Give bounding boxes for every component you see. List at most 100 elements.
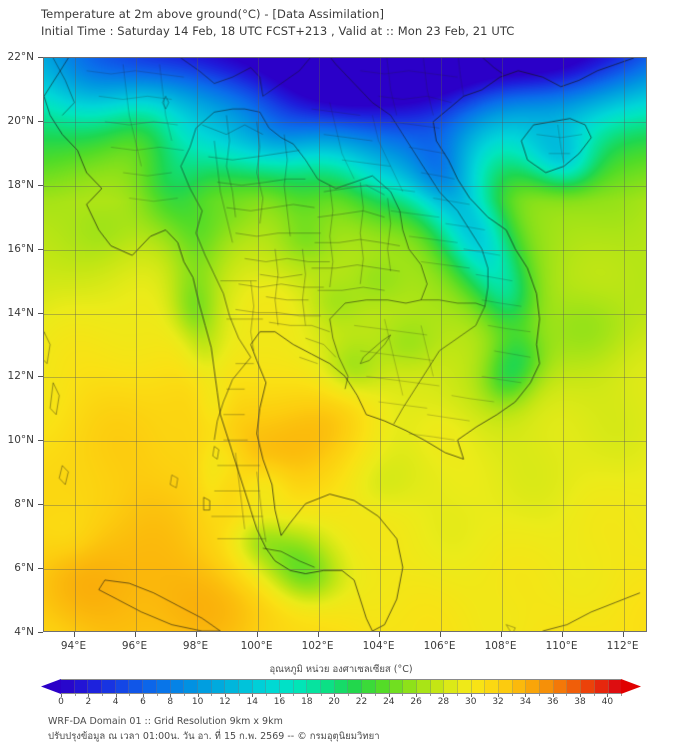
colorbar-cell	[225, 680, 239, 693]
chart-title-line-2: Initial Time : Saturday 14 Feb, 18 UTC F…	[41, 24, 515, 38]
y-axis-tick	[38, 632, 43, 633]
y-axis-label: 10°N	[7, 434, 34, 447]
map-plot-wrapper: 94°E 96°E 98°E 100°E 102°E 104°E 106°E 108°E 110…	[8, 51, 647, 652]
colorbar-gradient-strip[interactable]	[61, 679, 622, 694]
colorbar-minor-tick	[347, 694, 349, 696]
chart-title-line-1: Temperature at 2m above ground(°C) - [Da…	[41, 7, 385, 21]
colorbar-cell	[389, 680, 404, 693]
colorbar-cell	[74, 680, 89, 693]
colorbar-tick	[443, 694, 445, 697]
colorbar-cell	[553, 680, 568, 693]
colorbar-tick	[306, 694, 308, 697]
colorbar-tick-label: 22	[355, 697, 368, 707]
colorbar-cell	[594, 680, 609, 693]
x-axis-label: 100°E	[240, 640, 273, 652]
colorbar-cell	[61, 680, 75, 693]
colorbar-tick-label: 14	[246, 697, 258, 707]
colorbar-cell	[280, 680, 294, 693]
colorbar-tick	[552, 694, 554, 697]
y-axis-tick	[38, 568, 43, 570]
footer-line-update-credit: ปรับปรุงข้อมูล ณ เวลา 01:00น. วัน อา. ที…	[48, 731, 380, 742]
x-axis-label: 110°E	[545, 640, 578, 652]
colorbar-minor-tick	[457, 694, 459, 696]
colorbar-tick-label: 2	[85, 697, 92, 707]
colorbar-under-arrow-icon	[41, 679, 61, 694]
colorbar-cell	[170, 680, 185, 693]
colorbar-cell	[499, 680, 513, 693]
y-axis-tick	[38, 376, 43, 378]
y-axis-tick	[38, 248, 43, 250]
colorbar-tick-label: 40	[601, 697, 614, 707]
colorbar-cell	[252, 680, 267, 693]
x-axis-label: 112°E	[606, 640, 639, 652]
colorbar-tick-label: 10	[191, 697, 204, 707]
colorbar-cell	[321, 680, 335, 693]
colorbar-cell	[184, 680, 198, 693]
colorbar-minor-tick	[156, 694, 158, 696]
x-axis-label: 104°E	[362, 640, 395, 652]
colorbar-tick-label: 38	[574, 697, 586, 707]
colorbar-cell	[348, 680, 363, 693]
colorbar-cell	[211, 680, 226, 693]
colorbar-cell	[581, 680, 595, 693]
colorbar-cell	[238, 680, 253, 693]
colorbar-tick	[580, 694, 582, 697]
footer-line-model-info: WRF-DA Domain 01 :: Grid Resolution 9km …	[48, 716, 283, 727]
x-axis-tick	[317, 632, 319, 637]
colorbar-cell	[115, 680, 130, 693]
colorbar-block: อุณหภูมิ หน่วย องศาเซลเซียส (°C) 0 2 4 6 8 10…	[41, 662, 641, 710]
colorbar-tick	[170, 694, 172, 697]
colorbar-tick-label: 32	[492, 697, 504, 707]
y-axis-label: 8°N	[14, 498, 34, 511]
colorbar-cell	[307, 680, 322, 693]
colorbar-tick	[61, 694, 62, 697]
colorbar-tick	[498, 694, 500, 697]
colorbar-cell	[430, 680, 445, 693]
colorbar-tick-labels: 0 2 4 6 8 10 12 14 16 18 20 22 24 26 28 30 32 34 36 38 40	[41, 694, 641, 710]
colorbar-minor-tick	[129, 694, 131, 696]
colorbar-minor-tick	[621, 694, 622, 696]
colorbar-tick-label: 0	[58, 697, 64, 707]
colorbar-tick-label: 24	[383, 697, 395, 707]
colorbar-cell	[512, 680, 527, 693]
x-axis-tick	[73, 632, 75, 637]
colorbar-tick-label: 8	[167, 697, 174, 707]
colorbar-title: อุณหภูมิ หน่วย องศาเซลเซียส (°C)	[269, 664, 413, 675]
colorbar-cell	[375, 680, 390, 693]
colorbar-cell	[471, 680, 486, 693]
x-axis-tick	[134, 632, 136, 637]
colorbar-minor-tick	[593, 694, 595, 696]
colorbar-tick	[361, 694, 363, 697]
temperature-heatmap-canvas	[44, 58, 646, 631]
colorbar-cell	[88, 680, 103, 693]
colorbar-tick	[525, 694, 527, 697]
chart-title-block: Temperature at 2m above ground(°C) - [Da…	[41, 6, 661, 40]
colorbar-cell	[143, 680, 157, 693]
y-axis-tick	[38, 184, 43, 186]
y-axis-tick	[38, 120, 43, 122]
colorbar-row[interactable]	[41, 679, 641, 694]
colorbar-tick-label: 28	[437, 697, 450, 707]
colorbar-cell	[102, 680, 116, 693]
temperature-map-plot[interactable]	[43, 57, 647, 632]
colorbar-tick	[279, 694, 281, 697]
x-axis-label: 94°E	[60, 640, 87, 652]
x-axis-tick	[561, 632, 563, 637]
y-axis-label: 6°N	[14, 562, 34, 575]
x-axis-label: 106°E	[423, 640, 456, 652]
y-axis-tick	[38, 440, 43, 442]
footer-block: WRF-DA Domain 01 :: Grid Resolution 9km …	[48, 714, 668, 744]
colorbar-cell	[444, 680, 458, 693]
colorbar-minor-tick	[238, 694, 240, 696]
y-axis-tick	[38, 312, 43, 314]
colorbar-minor-tick	[293, 694, 295, 696]
colorbar-tick	[416, 694, 418, 697]
colorbar-cell	[266, 680, 280, 693]
colorbar-tick	[252, 694, 254, 697]
y-axis-label: 14°N	[7, 306, 34, 319]
y-axis-tick	[38, 57, 43, 58]
colorbar-minor-tick	[211, 694, 213, 696]
x-axis-label: 98°E	[182, 640, 209, 652]
colorbar-cell	[334, 680, 349, 693]
colorbar-over-arrow-icon	[621, 679, 641, 694]
